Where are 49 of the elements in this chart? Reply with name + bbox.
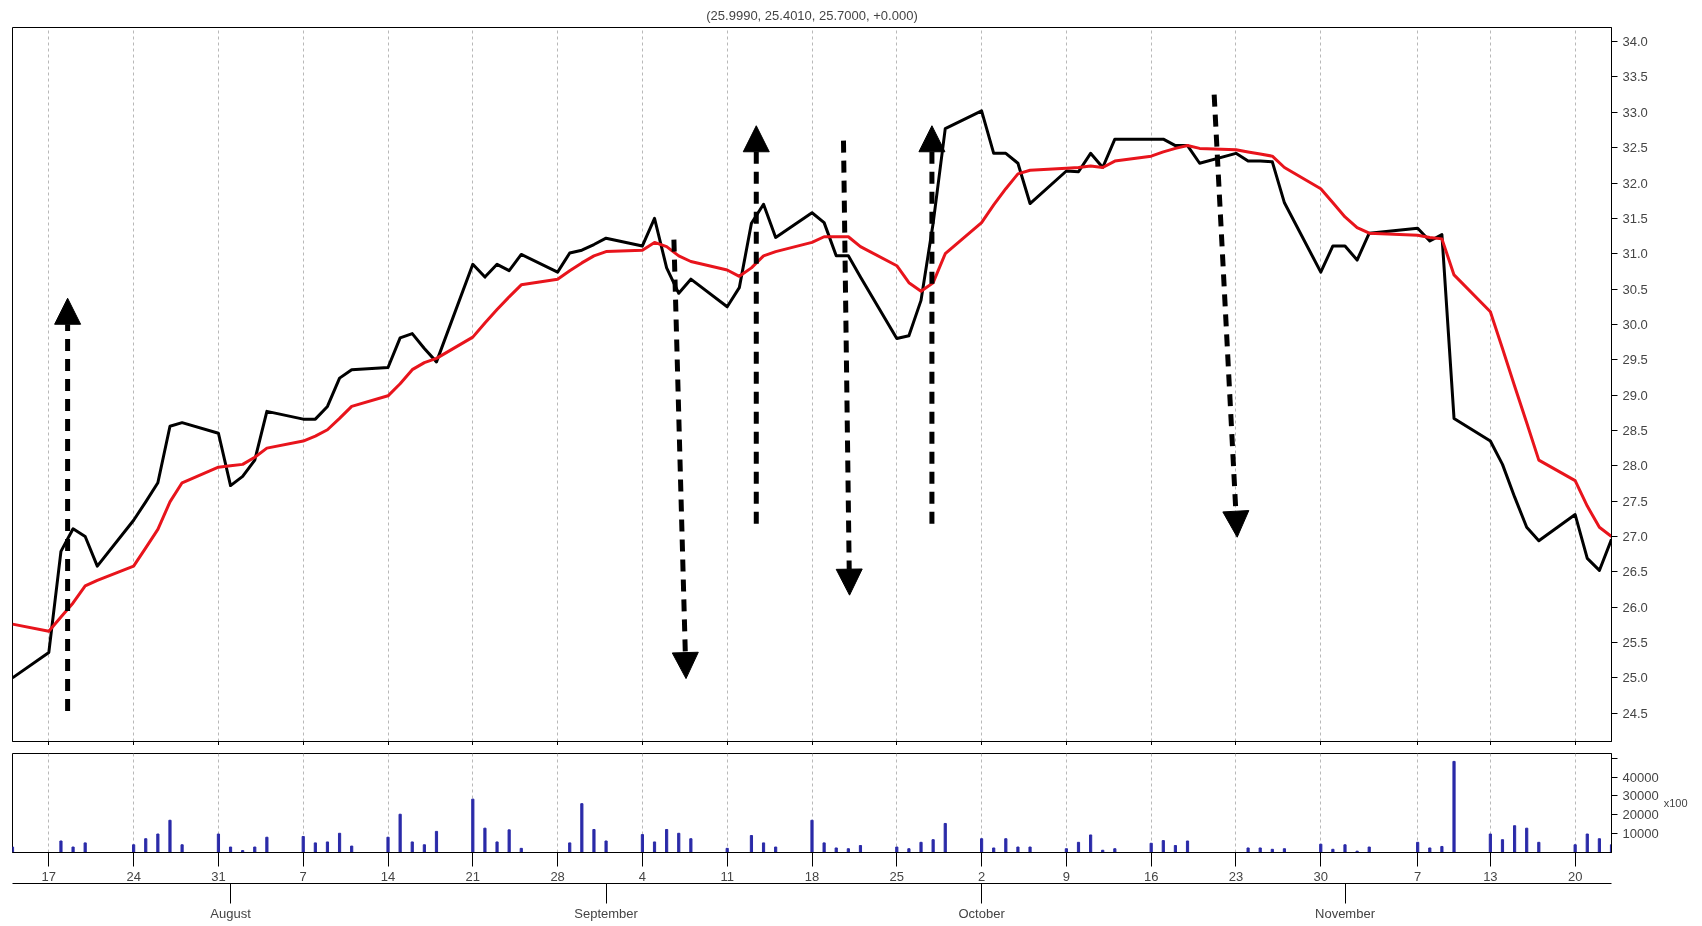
y-tick-label: 26.0 bbox=[1622, 599, 1648, 615]
y-tick-label: 29.0 bbox=[1622, 387, 1648, 403]
chart-title: (25.9990, 25.4010, 25.7000, +0.000) bbox=[706, 7, 918, 23]
x-tick-label: 7 bbox=[299, 868, 307, 884]
x-tick-label: 9 bbox=[1062, 868, 1071, 884]
y-tick-label: 20000 bbox=[1622, 807, 1659, 823]
text: x100 bbox=[1663, 797, 1688, 809]
x-tick-label: 7 bbox=[1414, 868, 1422, 884]
y-tick-label: 32.0 bbox=[1622, 175, 1648, 191]
x-tick-label: 17 bbox=[41, 868, 57, 884]
y-tick-label: 30.5 bbox=[1622, 281, 1648, 297]
y-tick-label: 25.0 bbox=[1622, 670, 1648, 686]
y-tick-label: 33.0 bbox=[1622, 104, 1648, 120]
y-tick-label: 27.0 bbox=[1622, 528, 1648, 544]
y-tick-label: 27.5 bbox=[1622, 493, 1648, 509]
y-tick-label: 10000 bbox=[1622, 826, 1659, 842]
x2-tick-label: November bbox=[1315, 905, 1376, 921]
y-tick-label: 29.5 bbox=[1622, 352, 1648, 368]
y-tick-label: 25.5 bbox=[1622, 635, 1648, 651]
y-tick-label: 33.5 bbox=[1622, 69, 1648, 85]
x-tick-label: 2 bbox=[977, 868, 986, 884]
x-tick-label: 16 bbox=[1143, 868, 1159, 884]
y-tick-label: 30000 bbox=[1622, 788, 1659, 804]
x-tick-label: 31 bbox=[211, 868, 226, 884]
x-tick-label: 30 bbox=[1313, 868, 1329, 884]
y-tick-label: 28.0 bbox=[1622, 458, 1648, 474]
y-tick-label: 40000 bbox=[1622, 769, 1659, 785]
x-tick-label: 28 bbox=[550, 868, 565, 884]
x2-tick-label: October bbox=[958, 905, 1006, 921]
x2-tick-label: August bbox=[210, 905, 252, 921]
x-tick-label: 21 bbox=[465, 868, 481, 884]
x-tick-label: 11 bbox=[720, 868, 734, 884]
y-tick-label: 32.5 bbox=[1622, 140, 1648, 156]
x-tick-label: 25 bbox=[889, 868, 905, 884]
y-tick-label: 31.5 bbox=[1622, 210, 1648, 226]
x-tick-label: 14 bbox=[380, 868, 396, 884]
x-tick-label: 4 bbox=[638, 868, 647, 884]
x-tick-label: 13 bbox=[1483, 868, 1498, 884]
y-tick-label: 24.5 bbox=[1622, 705, 1648, 721]
y-tick-label: 26.5 bbox=[1622, 564, 1648, 580]
x-tick-label: 18 bbox=[804, 868, 820, 884]
x-tick-label: 24 bbox=[126, 868, 141, 884]
y-tick-label: 34.0 bbox=[1622, 34, 1648, 50]
x2-tick-label: September bbox=[574, 905, 639, 921]
x-tick-label: 20 bbox=[1567, 868, 1583, 884]
x-tick-label: 23 bbox=[1228, 868, 1244, 884]
y-tick-label: 28.5 bbox=[1622, 422, 1648, 438]
y-tick-label: 30.0 bbox=[1622, 316, 1648, 332]
y-tick-label: 31.0 bbox=[1622, 246, 1648, 262]
